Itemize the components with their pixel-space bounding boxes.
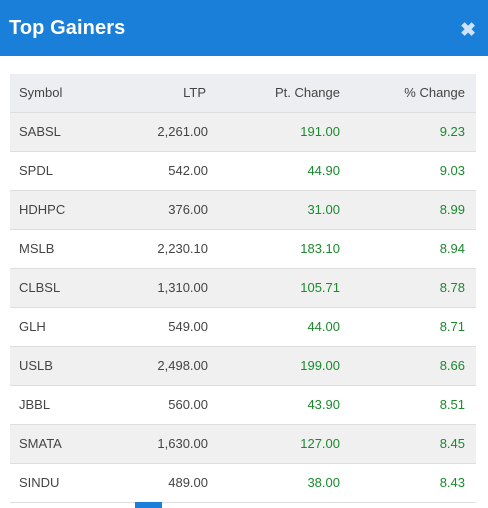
- pt-change-cell: 191.00: [208, 112, 340, 152]
- ltp-cell: 1,630.00: [128, 424, 208, 464]
- gainers-table-container: Symbol LTP Pt. Change % Change SABSL 2,26…: [10, 74, 476, 503]
- scroll-indicator[interactable]: [135, 502, 162, 508]
- table-row[interactable]: SMATA 1,630.00 127.00 8.45: [10, 424, 476, 464]
- pct-change-cell: 8.94: [340, 229, 476, 269]
- pt-change-cell: 127.00: [208, 424, 340, 464]
- close-icon[interactable]: ✖: [460, 19, 476, 41]
- table-row[interactable]: SINDU 489.00 38.00 8.43: [10, 463, 476, 503]
- table-row[interactable]: HDHPC 376.00 31.00 8.99: [10, 190, 476, 230]
- table-row[interactable]: CLBSL 1,310.00 105.71 8.78: [10, 268, 476, 308]
- symbol-cell: CLBSL: [10, 268, 128, 308]
- symbol-cell: SPDL: [10, 151, 128, 191]
- ltp-cell: 2,498.00: [128, 346, 208, 386]
- pct-change-cell: 9.03: [340, 151, 476, 191]
- symbol-cell: MSLB: [10, 229, 128, 269]
- dialog-title: Top Gainers: [9, 16, 126, 39]
- ltp-cell: 2,230.10: [128, 229, 208, 269]
- ltp-cell: 542.00: [128, 151, 208, 191]
- pct-change-cell: 8.99: [340, 190, 476, 230]
- pct-change-cell: 8.71: [340, 307, 476, 347]
- ltp-cell: 376.00: [128, 190, 208, 230]
- table-row[interactable]: MSLB 2,230.10 183.10 8.94: [10, 229, 476, 269]
- pt-change-cell: 38.00: [208, 463, 340, 503]
- symbol-cell: SMATA: [10, 424, 128, 464]
- pct-change-cell: 8.51: [340, 385, 476, 425]
- pt-change-cell: 105.71: [208, 268, 340, 308]
- symbol-cell: GLH: [10, 307, 128, 347]
- pct-change-cell: 8.45: [340, 424, 476, 464]
- pt-change-cell: 183.10: [208, 229, 340, 269]
- pt-change-cell: 44.00: [208, 307, 340, 347]
- column-header-pct-change[interactable]: % Change: [340, 74, 476, 113]
- table-row[interactable]: GLH 549.00 44.00 8.71: [10, 307, 476, 347]
- table-row[interactable]: JBBL 560.00 43.90 8.51: [10, 385, 476, 425]
- pt-change-cell: 43.90: [208, 385, 340, 425]
- symbol-cell: SABSL: [10, 112, 128, 152]
- pt-change-cell: 31.00: [208, 190, 340, 230]
- dialog-header: Top Gainers ✖: [0, 0, 488, 56]
- column-header-symbol[interactable]: Symbol: [10, 74, 128, 113]
- table-header-row: Symbol LTP Pt. Change % Change: [10, 74, 476, 113]
- ltp-cell: 1,310.00: [128, 268, 208, 308]
- symbol-cell: HDHPC: [10, 190, 128, 230]
- table-row[interactable]: SABSL 2,261.00 191.00 9.23: [10, 112, 476, 152]
- table-row[interactable]: SPDL 542.00 44.90 9.03: [10, 151, 476, 191]
- ltp-cell: 489.00: [128, 463, 208, 503]
- ltp-cell: 549.00: [128, 307, 208, 347]
- column-header-pt-change[interactable]: Pt. Change: [208, 74, 340, 113]
- symbol-cell: JBBL: [10, 385, 128, 425]
- pct-change-cell: 8.66: [340, 346, 476, 386]
- ltp-cell: 2,261.00: [128, 112, 208, 152]
- pct-change-cell: 9.23: [340, 112, 476, 152]
- symbol-cell: USLB: [10, 346, 128, 386]
- pt-change-cell: 199.00: [208, 346, 340, 386]
- ltp-cell: 560.00: [128, 385, 208, 425]
- gainers-table: Symbol LTP Pt. Change % Change SABSL 2,26…: [10, 74, 476, 503]
- pct-change-cell: 8.43: [340, 463, 476, 503]
- column-header-ltp[interactable]: LTP: [128, 74, 208, 113]
- symbol-cell: SINDU: [10, 463, 128, 503]
- pct-change-cell: 8.78: [340, 268, 476, 308]
- table-row[interactable]: USLB 2,498.00 199.00 8.66: [10, 346, 476, 386]
- pt-change-cell: 44.90: [208, 151, 340, 191]
